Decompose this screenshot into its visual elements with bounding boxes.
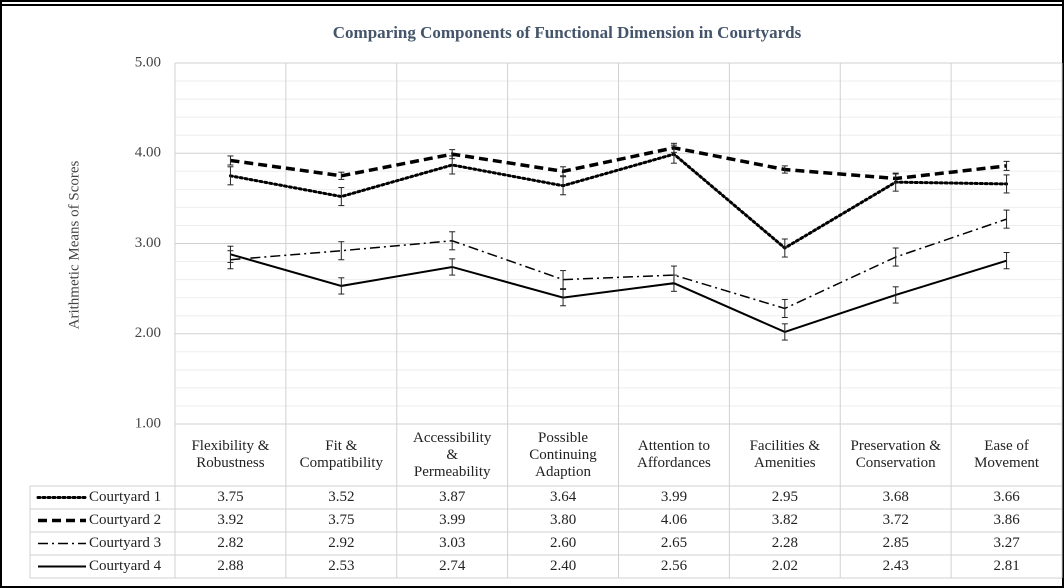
table-value: 3.64 xyxy=(550,489,577,505)
table-value: 2.43 xyxy=(883,558,909,574)
y-tick-label: 5.00 xyxy=(135,54,161,70)
x-tick-label: Preservation & Conservation xyxy=(840,425,951,485)
x-tick-text: Attention to Affordances xyxy=(637,438,711,471)
series-line xyxy=(230,218,1007,310)
table-value: 3.03 xyxy=(439,535,465,551)
y-tick-label: 4.00 xyxy=(135,145,161,161)
y-axis-label: Arithmetic Means of Scores xyxy=(66,160,82,329)
legend-label: Courtyard 3 xyxy=(89,535,161,551)
y-tick-label: 3.00 xyxy=(135,235,161,251)
legend-label: Courtyard 2 xyxy=(89,512,161,528)
table-value: 2.88 xyxy=(217,558,243,574)
x-tick-label: Facilities & Amenities xyxy=(729,425,840,485)
legend-label: Courtyard 4 xyxy=(89,558,162,574)
table-value: 3.80 xyxy=(550,512,576,528)
top-bar xyxy=(0,0,1064,6)
x-tick-text: Preservation & Conservation xyxy=(850,438,941,471)
table-value: 2.02 xyxy=(772,558,798,574)
table-value: 2.81 xyxy=(993,558,1019,574)
x-tick-text: Accessibility & Permeability xyxy=(413,429,492,480)
y-tick-label: 2.00 xyxy=(135,325,161,341)
series-line xyxy=(228,152,1009,250)
series-line xyxy=(230,146,1007,181)
x-tick-text: Ease of Movement xyxy=(974,438,1040,471)
table-value: 3.66 xyxy=(993,489,1020,505)
table-value: 2.85 xyxy=(883,535,909,551)
table-value: 3.87 xyxy=(439,489,466,505)
table-value: 2.65 xyxy=(661,535,687,551)
table-value: 3.72 xyxy=(883,512,909,528)
y-tick-label: 1.00 xyxy=(135,415,161,431)
series-line xyxy=(230,253,1007,334)
x-tick-label: Flexibility & Robustness xyxy=(175,425,286,485)
table-value: 3.52 xyxy=(328,489,354,505)
legend-label: Courtyard 1 xyxy=(89,489,161,505)
x-tick-text: Flexibility & Robustness xyxy=(191,438,270,471)
x-tick-label: Attention to Affordances xyxy=(619,425,730,485)
x-tick-text: Possible Continuing Adaption xyxy=(529,429,597,480)
table-value: 2.92 xyxy=(328,535,354,551)
x-tick-label: Fit & Compatibility xyxy=(286,425,397,485)
table-value: 3.99 xyxy=(439,512,465,528)
x-tick-text: Facilities & Amenities xyxy=(749,438,821,471)
table-value: 2.95 xyxy=(772,489,798,505)
table-value: 2.56 xyxy=(661,558,688,574)
table-value: 4.06 xyxy=(661,512,688,528)
table-value: 3.68 xyxy=(883,489,909,505)
x-tick-label: Accessibility & Permeability xyxy=(397,425,508,485)
table-value: 3.75 xyxy=(328,512,354,528)
x-tick-label: Ease of Movement xyxy=(951,425,1062,485)
table-value: 3.75 xyxy=(217,489,243,505)
table-value: 2.74 xyxy=(439,558,466,574)
table-value: 2.60 xyxy=(550,535,576,551)
table-value: 2.40 xyxy=(550,558,576,574)
table-value: 3.82 xyxy=(772,512,798,528)
table-value: 3.92 xyxy=(217,512,243,528)
x-tick-label: Possible Continuing Adaption xyxy=(508,425,619,485)
chart-title: Comparing Components of Functional Dimen… xyxy=(333,23,802,42)
table-value: 3.27 xyxy=(993,535,1020,551)
x-tick-text: Fit & Compatibility xyxy=(299,438,383,471)
table-value: 2.82 xyxy=(217,535,243,551)
table-value: 3.99 xyxy=(661,489,687,505)
table-value: 3.86 xyxy=(993,512,1020,528)
table-value: 2.53 xyxy=(328,558,354,574)
table-value: 2.28 xyxy=(772,535,798,551)
